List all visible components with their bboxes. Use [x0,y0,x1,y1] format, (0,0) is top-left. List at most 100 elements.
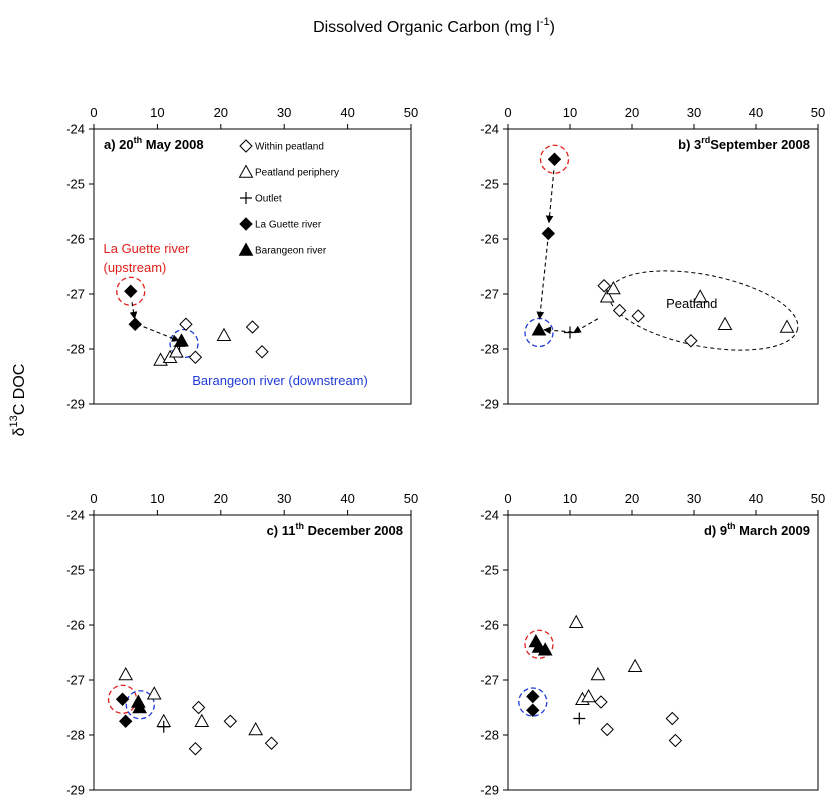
chart-panel-a: 0 10 20 30 40 50 -24 -25 -26 -27 -28 -29 a) 20th May… [66,105,418,412]
data-point-diamond-open [188,742,203,756]
legend-label: Peatland periphery [255,168,339,179]
x-tick-label: 20 [625,491,639,506]
data-point-diamond-open [684,334,698,348]
upstream-highlight-circle [524,629,554,659]
data-point-diamond-open [179,317,193,331]
y-axis-title-superscript: 13 [8,415,20,427]
panel-title-end: December 2008 [304,523,403,538]
annotation-label: La Guette river [104,241,191,256]
x-tick-label: 40 [340,491,354,506]
data-point-diamond-open [223,714,238,728]
downstream-highlight-circle [518,687,548,717]
series-diamond-filled [115,692,133,728]
panel-title-superscript: rd [701,135,710,145]
plot-frame [507,128,819,405]
flow-arrow [136,323,180,342]
legend-symbol-plus [240,192,252,204]
plot-frame [93,128,412,405]
panel-title: c) 11th December 2008 [267,521,403,538]
x-tick-label: 10 [150,105,164,120]
x-axis-title-superscript: -1 [540,16,550,28]
data-point-triangle-filled [132,699,147,714]
data-point-diamond-filled [541,226,556,241]
y-tick-label: -26 [66,232,85,247]
legend-symbol-diamond-open [239,139,253,153]
y-tick-label: -27 [66,673,85,688]
data-point-diamond-filled [115,692,130,706]
panel-title-superscript: th [134,135,143,145]
series-triangle-filled [531,322,547,336]
y-tick-label: -28 [480,342,499,357]
panel-title-end: March 2009 [736,523,810,538]
x-tick-label: 0 [90,491,97,506]
panel-title: b) 3rdSeptember 2008 [678,135,810,152]
annotation-label: (upstream) [104,260,167,275]
panel-title-main: c) 11 [267,523,296,538]
panel-title-end: May 2008 [142,137,203,152]
x-tick-label: 50 [404,105,418,120]
legend-label: Outlet [255,194,282,205]
y-tick-label: -27 [480,673,499,688]
panel-title-main: a) 20 [104,137,134,152]
panel-title: d) 9th March 2009 [704,521,810,538]
x-tick-label: 50 [404,491,418,506]
x-tick-label: 20 [214,105,228,120]
x-tick-label: 40 [749,105,763,120]
legend-symbol-triangle-open [238,164,254,178]
chart-panel-d: 0 10 20 30 40 50 -24 -25 -26 -27 -28 -29 d) 9th Marc… [480,491,825,798]
panels: 0 10 20 30 40 50-24-25-26-27-28-29a) 20th May… [66,105,825,798]
y-tick-label: -24 [66,122,85,137]
series-diamond-open [188,700,279,756]
y-tick-label: -29 [66,397,85,412]
data-point-triangle-open [627,658,643,672]
flow-arrow [543,326,580,335]
data-point-diamond-open [191,700,206,715]
data-point-diamond-open [631,309,645,323]
plot-frame [507,514,819,791]
chart-panel-b: 0 10 20 30 40 50 -24 -25 -26 -27 -28 -29 b) 3rdSepte… [480,105,825,412]
panel-title-end: September 2008 [710,137,810,152]
y-tick-label: -28 [66,342,85,357]
flow-arrow [129,302,138,320]
legend-symbol-triangle-filled [238,242,254,256]
data-point-diamond-filled [547,152,562,166]
data-point-diamond-open [245,320,260,334]
data-point-triangle-open [568,614,584,628]
data-point-diamond-filled [526,703,540,717]
upstream-highlight-circle [539,144,570,174]
data-point-triangle-open [248,721,264,736]
data-point-diamond-open [600,722,614,737]
flow-arrow [536,241,549,320]
data-point-triangle-open [194,713,210,727]
series-triangle-filled [131,694,147,714]
panel-title-superscript: th [295,521,304,531]
series-triangle-open [568,614,643,705]
series-diamond-open [597,279,698,348]
data-point-triangle-open [599,289,615,303]
data-point-plus [573,712,586,725]
y-tick-label: -29 [66,783,85,798]
series-triangle-filled [528,633,553,656]
y-tick-label: -29 [480,397,499,412]
y-tick-label: -26 [66,618,85,633]
data-point-triangle-open [146,686,162,700]
downstream-highlight-circle [125,690,155,720]
data-point-plus [564,326,576,339]
y-tick-label: -27 [480,287,499,302]
y-tick-label: -27 [66,287,85,302]
y-tick-label: -24 [480,508,499,523]
y-tick-label: -24 [66,508,85,523]
data-point-triangle-filled [174,333,189,347]
series-triangle-open [153,327,232,366]
data-point-triangle-open [590,666,606,681]
series-triangle-open [599,280,795,333]
x-tick-label: 0 [504,105,511,120]
data-point-diamond-open [668,733,683,748]
series-triangle-filled [174,333,189,347]
panel-title-superscript: th [727,521,736,531]
data-point-diamond-filled [128,317,142,331]
series-diamond-filled [526,689,540,717]
y-axis-title-rest: C DOC [11,364,28,416]
data-point-triangle-filled [531,322,547,336]
